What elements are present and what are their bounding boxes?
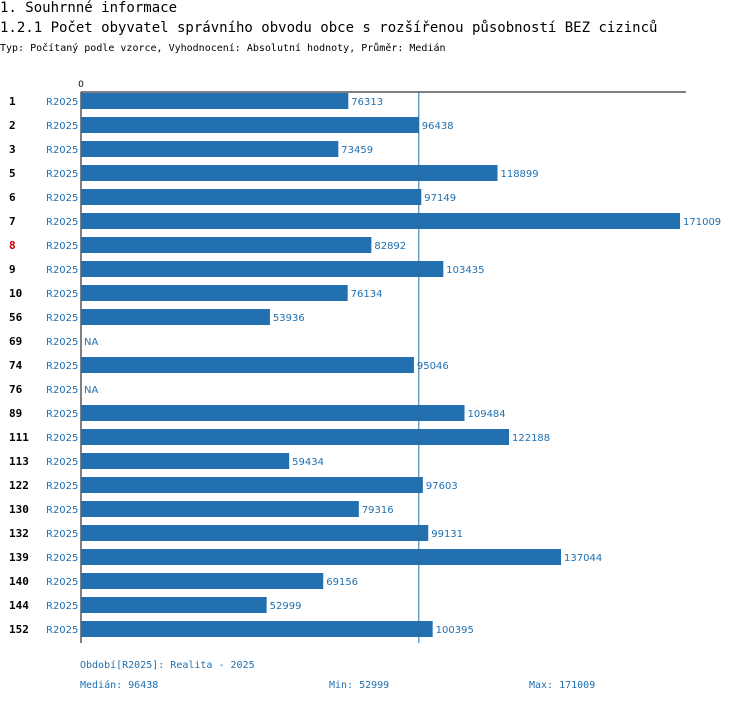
bar [81,573,324,589]
period-label: R2025 [46,553,78,564]
min-stat: Min: 52999 [329,680,390,691]
period-label: R2025 [46,313,78,324]
period-label: R2025 [46,169,78,180]
period-label: R2025 [46,121,78,132]
data-label: 171009 [683,217,721,228]
data-label: 97603 [426,481,458,492]
period-label: R2025 [46,241,78,252]
period-label: R2025 [46,457,78,468]
data-label: 118899 [500,169,538,180]
category-label: 139 [9,551,29,564]
bar [81,357,414,373]
bar [81,477,423,493]
bar [81,549,562,565]
data-label: 95046 [417,361,449,372]
period-label: R2025 [46,337,78,348]
data-label: 53936 [273,313,305,324]
category-label: 111 [9,431,29,444]
category-label: 3 [9,143,16,156]
category-label: 5 [9,167,16,180]
bar [81,621,433,637]
category-label: 69 [9,335,22,348]
section-title: 1. Souhrnné informace [0,0,178,16]
data-label: 73459 [341,145,373,156]
bar [81,117,419,133]
bar [81,285,348,301]
bar [81,237,372,253]
category-label: 113 [9,455,29,468]
data-label: 76313 [351,97,383,108]
bar [81,525,429,541]
data-label: 100395 [436,625,474,636]
period-label: R2025 [46,481,78,492]
category-label: 122 [9,479,29,492]
bar [81,141,339,157]
category-label: 152 [9,623,29,636]
x-axis-zero-label: 0 [78,80,84,90]
data-label: 69156 [326,577,358,588]
bar [81,429,509,445]
category-label: 9 [9,263,16,276]
period-label: R2025 [46,97,78,108]
bar [81,261,444,277]
period-label: R2025 [46,505,78,516]
period-note: Období[R2025]: Realita - 2025 [80,660,255,671]
period-label: R2025 [46,217,78,228]
bar [81,309,270,325]
chart-subtitle: Typ: Počítaný podle vzorce, Vyhodnocení:… [0,43,446,54]
category-label: 1 [9,95,16,108]
data-label: 137044 [564,553,602,564]
period-label: R2025 [46,409,78,420]
data-label: 99131 [431,529,463,540]
data-label: NA [84,385,98,396]
category-label: 2 [9,119,16,132]
category-label: 56 [9,311,23,324]
max-stat: Max: 171009 [529,680,596,691]
data-label: 103435 [446,265,484,276]
bar [81,501,359,517]
category-label: 89 [9,407,22,420]
category-label: 10 [9,287,22,300]
period-label: R2025 [46,529,78,540]
period-label: R2025 [46,361,78,372]
period-label: R2025 [46,193,78,204]
bar [81,93,349,109]
category-label: 6 [9,191,16,204]
data-label: 97149 [424,193,456,204]
bar [81,597,267,613]
bar [81,165,498,181]
bar [81,213,680,229]
bar [81,189,422,205]
period-label: R2025 [46,265,78,276]
data-label: 52999 [270,601,302,612]
data-label: 76134 [351,289,383,300]
median-stat: Medián: 96438 [80,680,159,691]
category-label: 8 [9,239,16,252]
bar [81,405,465,421]
data-label: 109484 [467,409,505,420]
data-label: 96438 [422,121,454,132]
period-label: R2025 [46,145,78,156]
data-label: 122188 [512,433,550,444]
category-label: 144 [9,599,29,612]
category-label: 130 [9,503,29,516]
data-label: 82892 [374,241,406,252]
data-label: 79316 [362,505,394,516]
period-label: R2025 [46,601,78,612]
period-label: R2025 [46,577,78,588]
category-label: 140 [9,575,29,588]
period-label: R2025 [46,289,78,300]
category-label: 7 [9,215,16,228]
bar [81,453,290,469]
period-label: R2025 [46,385,78,396]
data-label: NA [84,337,98,348]
chart-title: 1.2.1 Počet obyvatel správního obvodu ob… [0,20,658,36]
category-label: 74 [9,359,23,372]
period-label: R2025 [46,625,78,636]
data-label: 59434 [292,457,324,468]
period-label: R2025 [46,433,78,444]
category-label: 132 [9,527,29,540]
category-label: 76 [9,383,23,396]
